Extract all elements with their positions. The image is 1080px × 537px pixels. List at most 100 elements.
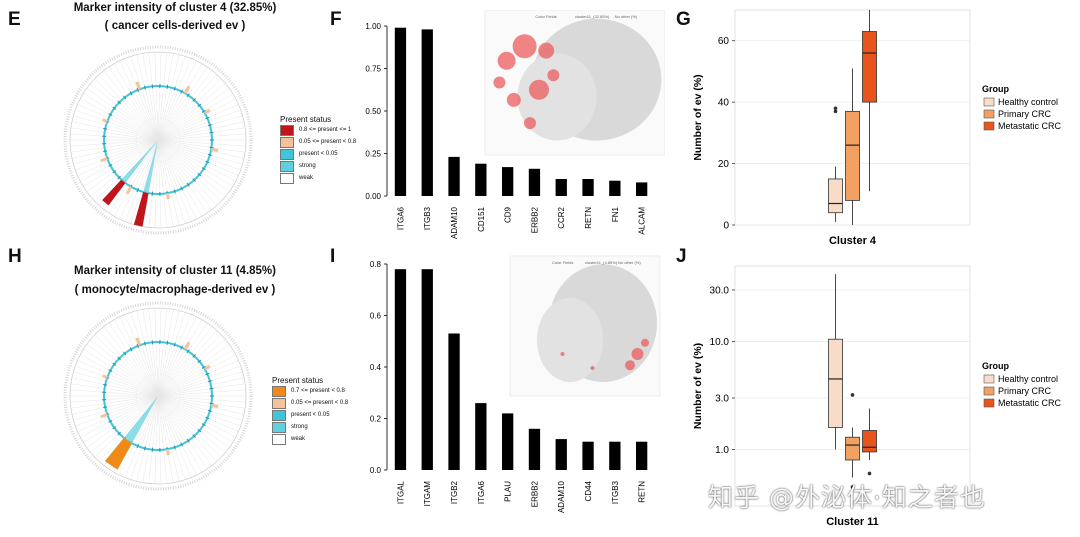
bar <box>394 27 407 197</box>
radar-spoke <box>103 326 159 397</box>
radar-spoke <box>113 319 159 397</box>
panel-letter-j: J <box>676 246 687 267</box>
radar-spoke <box>70 395 159 409</box>
radar-spoke <box>157 395 203 473</box>
legend-item: 0.05 <= present < 0.8 <box>280 136 356 148</box>
radar-spoke <box>157 52 168 141</box>
y-tick-label: 0.4 <box>370 363 382 372</box>
box <box>862 430 877 453</box>
radar-tick <box>112 362 117 366</box>
radar-tick <box>201 423 206 427</box>
radar-bump <box>102 374 108 379</box>
radar-spoke <box>157 371 243 397</box>
radar-spoke <box>71 139 159 159</box>
bar <box>528 168 541 196</box>
radar-spoke <box>94 139 159 202</box>
radar-spoke <box>86 88 159 141</box>
radar-spoke <box>157 395 245 415</box>
radar-spoke <box>157 310 180 397</box>
y-tick-label: 10.0 <box>710 337 730 348</box>
radar-spoke <box>94 78 159 141</box>
radar-tick <box>192 178 196 182</box>
radar-spoke <box>136 310 159 397</box>
radar-spoke <box>157 139 222 202</box>
x-tick-label: PLAU <box>504 481 513 502</box>
legend-swatch <box>983 398 995 408</box>
radar-tick <box>117 431 121 436</box>
legend-item: weak <box>280 172 356 184</box>
box-outlier <box>833 106 838 111</box>
radar-spoke <box>157 78 222 141</box>
radar-spoke <box>157 395 213 466</box>
radar-tick <box>186 438 190 443</box>
x-tick-label: FN1 <box>611 206 620 222</box>
legend-title: Group <box>982 361 1009 371</box>
legend-item: weak <box>272 433 348 445</box>
radar-tick <box>201 167 206 171</box>
radar-spoke <box>157 109 241 141</box>
radar-tick <box>209 402 214 405</box>
radar-spoke <box>98 74 159 141</box>
radar-tick <box>173 445 176 450</box>
radar-spoke <box>157 395 239 433</box>
radar-label-ring <box>63 45 253 235</box>
radar-spoke <box>157 139 245 159</box>
radar-spoke <box>119 60 159 141</box>
bar-chart-i: Color Fields cluster11_(4.85%) No other (%… <box>370 255 661 513</box>
radar-tick <box>144 85 146 90</box>
bar <box>636 182 648 196</box>
radar-spoke <box>71 377 159 397</box>
y-tick-label: 0 <box>723 221 729 232</box>
radar-tick <box>112 170 117 174</box>
radar-spoke <box>157 395 233 443</box>
inset-highlight <box>641 338 649 347</box>
radar-tick <box>197 173 202 177</box>
radar-spoke <box>80 395 159 438</box>
radar-spoke <box>157 389 246 397</box>
radar-spoke <box>124 395 159 478</box>
inset-highlight <box>538 42 555 59</box>
radar-spoke <box>157 66 208 141</box>
radar-tick <box>207 409 212 412</box>
radar-tick <box>186 182 190 187</box>
radar-spoke <box>157 395 226 453</box>
radar-tick <box>207 124 212 127</box>
radar-tick <box>166 340 169 345</box>
radar-spoke <box>70 139 159 153</box>
radar-spoke <box>73 371 159 397</box>
legend-swatch <box>983 386 995 396</box>
radar-tick <box>151 447 154 452</box>
legend-title: Group <box>982 84 1009 94</box>
radar-tick <box>144 341 146 346</box>
radar-spoke <box>157 339 226 397</box>
radar-spoke <box>77 359 159 397</box>
radar-spoke <box>157 115 243 141</box>
radar-spoke <box>73 139 159 165</box>
radar-spoke <box>157 308 162 397</box>
radar-h-subtitle: ( monocyte/macrophage-derived ev ) <box>74 284 276 296</box>
radar-spoke <box>70 133 159 141</box>
radar-tick <box>136 188 139 193</box>
radar-bump <box>135 337 141 346</box>
legend-item: present < 0.05 <box>280 148 356 160</box>
radar-spoke <box>77 139 159 177</box>
radar-tick <box>180 89 183 94</box>
radar-tick <box>108 369 113 373</box>
radar-spoke <box>90 83 159 141</box>
radar-spoke <box>83 395 159 443</box>
radar-spoke <box>157 395 162 484</box>
radar-outer-ring <box>69 51 247 229</box>
radar-spoke <box>157 139 208 214</box>
radar-spoke <box>157 139 213 210</box>
inset-highlight <box>497 51 516 70</box>
radar-tick <box>207 380 212 383</box>
radar-spoke <box>113 139 159 217</box>
radar-bump <box>165 448 170 456</box>
radar-spoke <box>154 139 159 228</box>
radar-tick <box>103 127 108 130</box>
radar-spoke <box>157 139 246 153</box>
radar-spoke <box>157 139 203 217</box>
x-tick-label: ADAM10 <box>557 480 566 513</box>
y-tick-label: 0.25 <box>365 150 381 159</box>
radar-tick <box>205 116 210 120</box>
